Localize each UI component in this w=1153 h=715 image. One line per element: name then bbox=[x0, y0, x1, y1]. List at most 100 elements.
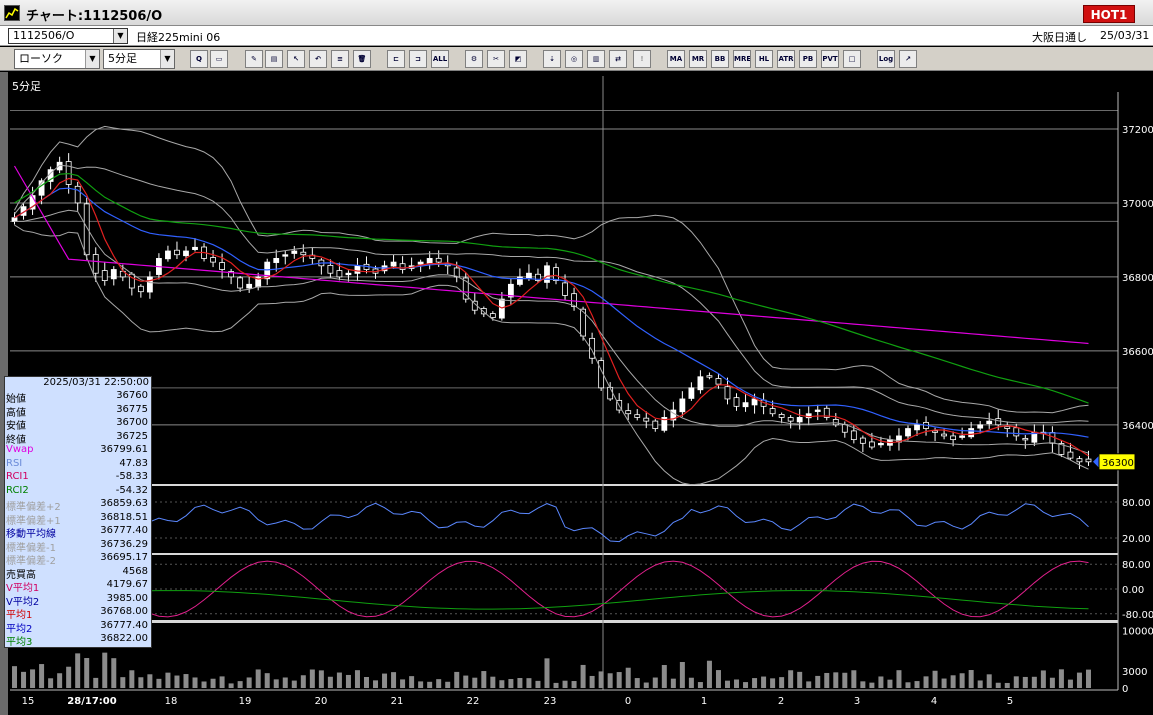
data-panel-value: 36799.61 bbox=[100, 444, 148, 455]
undo-icon[interactable]: ↶ bbox=[309, 50, 327, 68]
window-icon[interactable]: ▭ bbox=[210, 50, 228, 68]
volume-bar bbox=[652, 677, 658, 688]
atr-icon[interactable]: ATR bbox=[777, 50, 795, 68]
time-tick-label: 3 bbox=[854, 696, 860, 707]
data-panel-label: 標準偏差-2 bbox=[6, 556, 56, 567]
candle-body bbox=[300, 251, 307, 256]
candle-body bbox=[986, 420, 993, 425]
chevron-down-icon[interactable]: ▼ bbox=[113, 29, 127, 43]
import-icon[interactable]: ⇣ bbox=[543, 50, 561, 68]
price-tick-label: 36600 bbox=[1122, 347, 1153, 358]
pvt-icon[interactable]: PVT bbox=[821, 50, 839, 68]
time-tick-label: 20 bbox=[315, 696, 328, 707]
compare-icon[interactable]: ⇄ bbox=[609, 50, 627, 68]
chart-app-icon bbox=[4, 5, 20, 21]
mr-icon[interactable]: MR bbox=[689, 50, 707, 68]
data-panel-row: 安値 36700 bbox=[5, 417, 151, 432]
bb-icon[interactable]: BB bbox=[711, 50, 729, 68]
candle-body bbox=[643, 417, 650, 422]
volume-bar bbox=[815, 675, 821, 688]
volume-bar bbox=[1013, 676, 1019, 688]
candle-body bbox=[74, 185, 81, 204]
cursor-icon[interactable]: ↖ bbox=[287, 50, 305, 68]
export-icon[interactable]: ↗ bbox=[899, 50, 917, 68]
data-panel-row: RCI1 -58.33 bbox=[5, 471, 151, 485]
disabled-icon[interactable]: ! bbox=[633, 50, 651, 68]
volume-bar bbox=[743, 682, 749, 688]
data-panel-label: V平均2 bbox=[6, 596, 40, 608]
log-icon[interactable]: Log bbox=[877, 50, 895, 68]
period-select[interactable]: 5分足 ▼ bbox=[103, 49, 175, 69]
symbol-code-input[interactable]: 1112506/O ▼ bbox=[8, 28, 128, 44]
wrench-icon[interactable]: ✂ bbox=[487, 50, 505, 68]
volume-bar bbox=[39, 664, 45, 688]
volume-bar bbox=[842, 672, 848, 688]
volume-bar bbox=[1022, 676, 1028, 688]
hl-icon[interactable]: HL bbox=[755, 50, 773, 68]
volume-bar bbox=[102, 652, 108, 688]
candle-body bbox=[327, 264, 334, 274]
volume-bar bbox=[1085, 669, 1091, 688]
time-tick-label: 4 bbox=[931, 696, 937, 707]
candle-body bbox=[661, 417, 668, 431]
data-panel-value: 4179.67 bbox=[106, 579, 148, 590]
panel-divider bbox=[10, 553, 1118, 555]
rci1-line bbox=[14, 560, 1089, 618]
volume-bar bbox=[327, 676, 333, 688]
candle-body bbox=[850, 430, 857, 441]
candle-body bbox=[11, 217, 18, 222]
volume-bar bbox=[309, 669, 315, 688]
volume-bar bbox=[562, 680, 568, 688]
chevron-down-icon[interactable]: ▼ bbox=[160, 50, 174, 68]
candle-body bbox=[995, 418, 1002, 426]
price-tick-label: 37000 bbox=[1122, 199, 1153, 210]
palette-icon[interactable]: ◩ bbox=[509, 50, 527, 68]
bar-chart-icon[interactable]: ▥ bbox=[587, 50, 605, 68]
vwap-line bbox=[13, 165, 1089, 345]
volume-bar bbox=[291, 680, 297, 688]
data-panel-row: 終値 36725 bbox=[5, 431, 151, 446]
mre-icon[interactable]: MRE bbox=[733, 50, 751, 68]
frame-icon[interactable]: □ bbox=[843, 50, 861, 68]
candle-body bbox=[859, 437, 866, 444]
data-panel-row: 平均1 36768.00 bbox=[5, 606, 151, 621]
candle-body bbox=[823, 407, 830, 418]
ma-icon[interactable]: MA bbox=[667, 50, 685, 68]
candle-body bbox=[246, 283, 253, 289]
candle-icon[interactable]: ⊏ bbox=[387, 50, 405, 68]
volume-bar bbox=[354, 670, 360, 688]
candle-body bbox=[1076, 458, 1083, 463]
data-panel-value: 36760 bbox=[116, 390, 148, 401]
volume-bar bbox=[30, 669, 36, 688]
hot-badge[interactable]: HOT1 bbox=[1083, 5, 1135, 23]
volume-bar bbox=[932, 670, 938, 688]
pb-icon[interactable]: PB bbox=[799, 50, 817, 68]
volume-bar bbox=[490, 676, 496, 688]
candle-body bbox=[868, 441, 875, 448]
data-panel-row: 標準偏差-2 36695.17 bbox=[5, 552, 151, 567]
candle-box-icon[interactable]: ⊐ bbox=[409, 50, 427, 68]
pen-icon[interactable]: ✎ bbox=[245, 50, 263, 68]
current-price-label: 36300 bbox=[1102, 458, 1134, 469]
all-icon[interactable]: ALL bbox=[431, 50, 449, 68]
volume-bar bbox=[1040, 670, 1046, 688]
chart-type-select[interactable]: ローソク ▼ bbox=[14, 49, 100, 69]
zoom-icon[interactable]: Q bbox=[190, 50, 208, 68]
list-icon[interactable]: ≡ bbox=[331, 50, 349, 68]
search-chart-icon[interactable]: ◎ bbox=[565, 50, 583, 68]
volume-bar bbox=[427, 681, 433, 688]
volume-bar bbox=[1031, 676, 1037, 688]
time-tick-label: 1 bbox=[701, 696, 707, 707]
volume-bar bbox=[797, 671, 803, 688]
candle-body bbox=[56, 161, 63, 171]
candle-body bbox=[688, 387, 695, 399]
volume-bar bbox=[345, 674, 351, 688]
color-icon[interactable]: ▤ bbox=[265, 50, 283, 68]
trash-icon[interactable]: 🗑 bbox=[353, 50, 371, 68]
chevron-down-icon[interactable]: ▼ bbox=[85, 50, 99, 68]
data-panel-value: 3985.00 bbox=[106, 592, 148, 604]
time-tick-label: 5 bbox=[1007, 696, 1013, 707]
tools-icon[interactable]: ⚙ bbox=[465, 50, 483, 68]
volume-bar bbox=[670, 678, 676, 688]
